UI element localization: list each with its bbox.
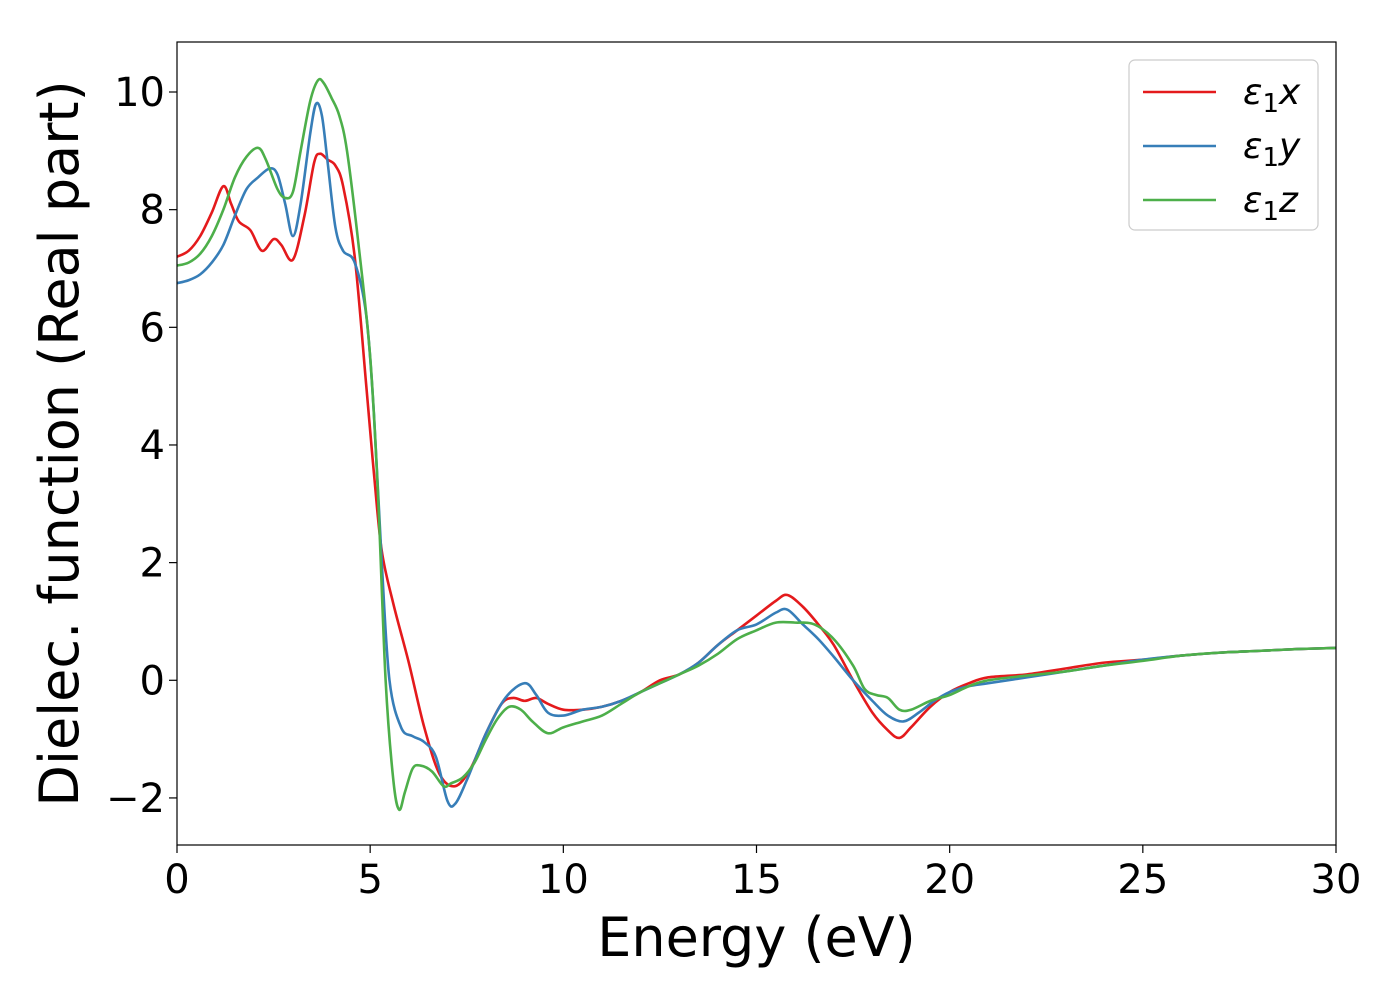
legend-box xyxy=(1128,59,1319,231)
y-tick-label: 2 xyxy=(140,541,165,587)
x-tick-label: 10 xyxy=(538,857,589,903)
x-tick-label: 20 xyxy=(924,857,975,903)
plot-lines xyxy=(176,77,1337,812)
x-axis-label: Energy (eV) xyxy=(597,906,916,969)
y-tick-label: 10 xyxy=(114,70,165,116)
y-tick-label: 0 xyxy=(140,658,165,704)
y-tick-label: 8 xyxy=(140,188,165,234)
x-tick-label: 15 xyxy=(731,857,782,903)
y-tick-label: 4 xyxy=(140,423,165,469)
y-axis-ticks: −2 0 2 4 6 8 10 xyxy=(106,70,177,822)
series-line-z xyxy=(176,77,1337,812)
legend-item-x: ε1x xyxy=(1143,72,1301,119)
y-axis-label: Dielec. function (Real part) xyxy=(28,80,91,806)
x-tick-label: 5 xyxy=(357,857,382,903)
series-line-x xyxy=(176,152,1337,788)
y-tick-label: 6 xyxy=(140,305,165,351)
x-tick-label: 0 xyxy=(164,857,189,903)
legend-label: ε1z xyxy=(1243,180,1299,227)
legend-label: ε1y xyxy=(1243,126,1301,173)
legend-label: ε1x xyxy=(1243,72,1301,119)
legend: ε1x ε1y ε1z xyxy=(1128,59,1319,231)
y-tick-label: −2 xyxy=(106,776,165,822)
x-tick-label: 30 xyxy=(1311,857,1362,903)
x-axis-ticks: 0 5 10 15 20 25 30 xyxy=(164,845,1361,903)
legend-item-z: ε1z xyxy=(1143,180,1299,227)
x-tick-label: 25 xyxy=(1117,857,1168,903)
legend-item-y: ε1y xyxy=(1143,126,1301,173)
